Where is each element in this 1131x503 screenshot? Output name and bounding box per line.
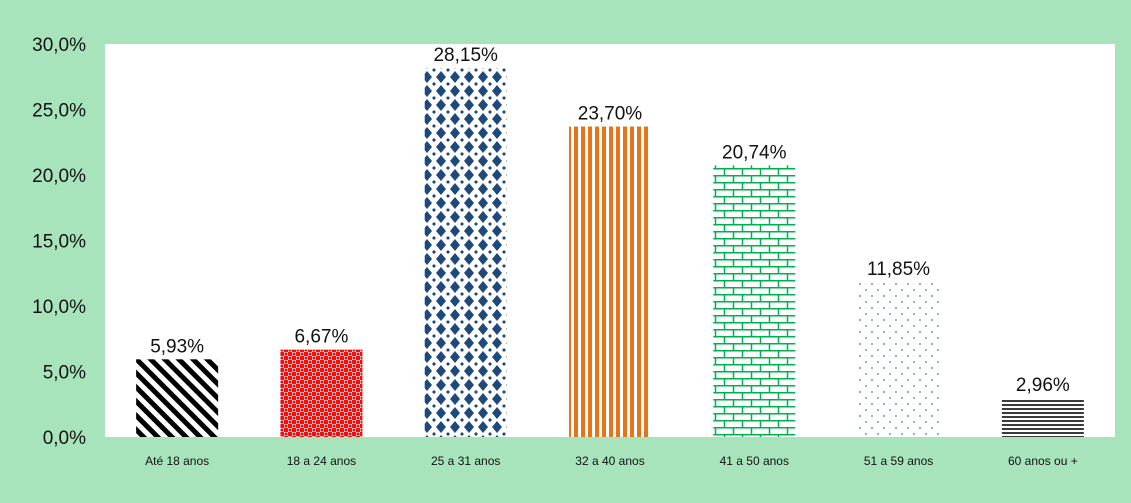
x-tick-label: 60 anos ou + <box>1008 454 1078 468</box>
data-labels: 5,93% 6,67% 28,15% 23,70% 20,74% 11,85% 2,96% <box>150 45 1070 396</box>
y-tick-label: 5,0% <box>43 363 86 384</box>
y-tick-label: 15,0% <box>32 232 86 253</box>
y-axis: 0,0% 5,0% 10,0% 15,0% 20,0% 25,0% 30,0% <box>32 35 86 449</box>
y-tick-label: 30,0% <box>32 35 86 56</box>
y-tick-label: 0,0% <box>43 428 86 449</box>
bar-7 <box>1001 398 1084 437</box>
bar-4 <box>569 126 651 437</box>
bar-3 <box>424 68 507 438</box>
data-label: 28,15% <box>433 45 498 66</box>
data-label: 11,85% <box>867 259 930 280</box>
bars <box>136 68 1084 438</box>
x-tick-label: 41 a 50 anos <box>720 454 789 468</box>
x-tick-label: Até 18 anos <box>145 454 209 468</box>
y-tick-label: 10,0% <box>32 297 86 318</box>
data-label: 2,96% <box>1016 375 1070 396</box>
bar-1 <box>136 359 219 437</box>
bar-6 <box>857 281 940 437</box>
x-tick-label: 32 a 40 anos <box>575 454 644 468</box>
data-label: 6,67% <box>294 327 348 348</box>
data-label: 5,93% <box>150 336 204 357</box>
bar-5 <box>713 165 796 437</box>
y-tick-label: 20,0% <box>32 166 86 187</box>
data-label: 23,70% <box>578 104 643 125</box>
x-axis: Até 18 anos 18 a 24 anos 25 a 31 anos 32 a … <box>145 454 1078 468</box>
y-tick-label: 25,0% <box>32 101 86 122</box>
x-tick-label: 18 a 24 anos <box>287 454 356 468</box>
x-tick-label: 25 a 31 anos <box>431 454 500 468</box>
data-label: 20,74% <box>722 142 787 163</box>
bar-2 <box>280 349 363 437</box>
x-tick-label: 51 a 59 anos <box>864 454 933 468</box>
